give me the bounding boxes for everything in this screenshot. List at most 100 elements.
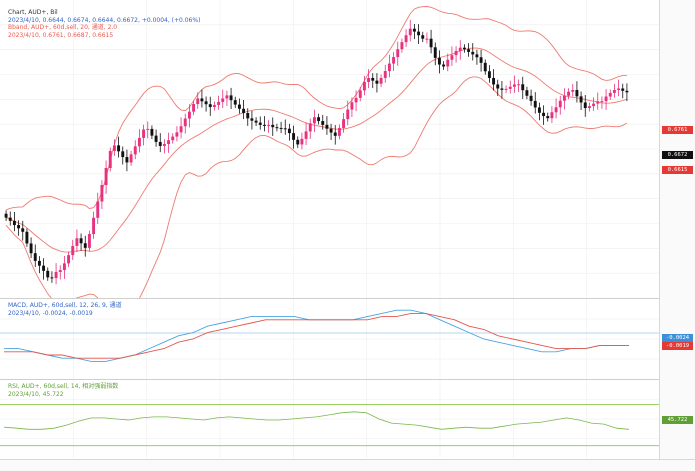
candle-body — [142, 129, 146, 138]
candle-body — [67, 255, 71, 264]
macd-chart[interactable] — [0, 299, 660, 379]
candle-body — [500, 88, 504, 90]
candle-body — [237, 104, 241, 109]
candle-body — [242, 108, 246, 114]
candle-body — [329, 128, 333, 133]
lower-band-line — [5, 76, 628, 298]
macd-legend: MACD, AUD+, 60d,sell, 12, 26, 9, 通道 2023… — [8, 302, 122, 317]
ohlc-readout: 2023/4/10, 0.6644, 0.6674, 0.6644, 0.667… — [8, 16, 201, 24]
candle-body — [42, 265, 46, 271]
candle-body — [392, 57, 396, 64]
candle-body — [421, 35, 425, 39]
candle-body — [129, 154, 133, 163]
candle-body — [179, 126, 183, 133]
pane-divider[interactable] — [0, 379, 695, 380]
candle-body — [587, 106, 591, 109]
price-axis[interactable] — [659, 0, 695, 459]
candle-body — [350, 102, 354, 110]
candle-body — [412, 28, 416, 32]
candle-body — [317, 117, 321, 122]
bband-title: Bband, AUD+, 60d,sell, 20, 通道, 2.0 — [8, 24, 118, 32]
candle-body — [154, 135, 158, 142]
candle-body — [433, 47, 437, 58]
candle-body — [346, 109, 350, 120]
signal-line — [4, 312, 629, 359]
price-pane[interactable]: Chart, AUD+, Bil 2023/4/10, 0.6644, 0.66… — [0, 0, 660, 298]
candle-body — [50, 277, 54, 279]
candle-body — [192, 104, 196, 112]
candle-body — [121, 151, 125, 158]
price-legend: Chart, AUD+, Bil 2023/4/10, 0.6644, 0.66… — [8, 9, 200, 39]
candle-body — [592, 103, 596, 107]
candle-body — [108, 150, 112, 168]
candle-body — [325, 124, 329, 129]
candle-body — [96, 201, 100, 218]
candle-body — [92, 217, 96, 235]
candle-body — [525, 90, 529, 96]
candle-body — [529, 95, 533, 101]
candle-body — [8, 217, 12, 221]
time-axis[interactable] — [0, 459, 695, 471]
candle-body — [158, 141, 162, 146]
candle-body — [150, 128, 154, 136]
candle-body — [87, 234, 91, 248]
macd-values: 2023/4/10, -0.0024, -0.0019 — [8, 309, 93, 317]
candle-body — [196, 98, 200, 105]
candle-body — [125, 157, 129, 163]
candle-body — [137, 137, 141, 147]
candle-body — [33, 253, 37, 261]
candle-body — [250, 118, 254, 121]
rsi-line — [3, 411, 630, 430]
candle-body — [575, 90, 579, 97]
macd-pane[interactable]: MACD, AUD+, 60d,sell, 12, 26, 9, 通道 2023… — [0, 299, 660, 379]
candle-body — [275, 127, 279, 129]
candle-body — [83, 243, 87, 248]
price-chart[interactable] — [0, 0, 660, 298]
candle-body — [258, 122, 262, 125]
candle-body — [29, 243, 33, 254]
rsi-chart[interactable] — [0, 380, 660, 458]
candle-body — [604, 96, 608, 102]
candle-body — [621, 88, 625, 91]
rsi-tag: 45.722 — [662, 416, 693, 424]
candle-body — [337, 127, 341, 136]
macd-tag: -0.0024 — [662, 334, 693, 342]
candle-body — [321, 121, 325, 125]
candle-body — [254, 120, 258, 123]
rsi-pane[interactable]: RSI, AUD+, 60d,sell, 14, 相对强弱指数 2023/4/1… — [0, 380, 660, 458]
candle-body — [217, 101, 221, 105]
pane-divider[interactable] — [0, 298, 695, 299]
candle-body — [287, 128, 291, 134]
candle-body — [342, 119, 346, 128]
candle-body — [504, 88, 508, 90]
candle-body — [100, 185, 104, 202]
candle-body — [404, 35, 408, 43]
candle-body — [479, 57, 483, 63]
candle-body — [221, 98, 225, 102]
rsi-values: 2023/4/10, 45.722 — [8, 390, 64, 398]
candle-body — [204, 101, 208, 105]
candle-body — [146, 128, 150, 130]
candle-body — [200, 98, 204, 102]
candle-body — [425, 38, 429, 40]
candle-body — [333, 132, 337, 136]
candle-body — [446, 59, 450, 67]
candle-body — [417, 31, 421, 36]
candle-body — [17, 225, 21, 229]
candle-body — [458, 47, 462, 51]
candle-body — [267, 124, 271, 126]
candle-body — [387, 63, 391, 72]
candle-body — [117, 145, 121, 152]
candle-body — [583, 102, 587, 109]
rsi-title: RSI, AUD+, 60d,sell, 14, 相对强弱指数 — [8, 383, 119, 390]
candle-body — [58, 270, 62, 272]
candle-body — [467, 49, 471, 52]
candle-body — [429, 38, 433, 48]
candle-body — [612, 90, 616, 93]
candle-body — [550, 112, 554, 119]
candle-body — [271, 124, 275, 128]
candle-body — [208, 104, 212, 108]
candle-body — [521, 84, 525, 91]
candle-body — [283, 128, 287, 130]
macd-title: MACD, AUD+, 60d,sell, 12, 26, 9, 通道 — [8, 302, 122, 309]
